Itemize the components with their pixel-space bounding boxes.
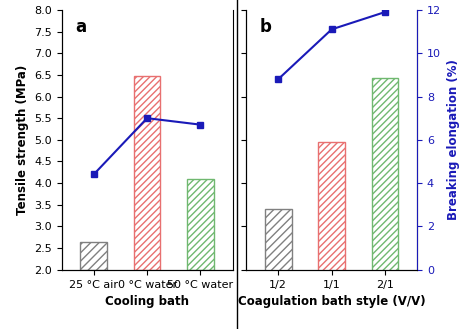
Bar bbox=[187, 179, 214, 270]
Bar bbox=[372, 78, 399, 329]
X-axis label: Coagulation bath style (V/V): Coagulation bath style (V/V) bbox=[238, 295, 426, 308]
Text: a: a bbox=[75, 18, 86, 36]
Y-axis label: Tensile strength (MPa): Tensile strength (MPa) bbox=[16, 65, 28, 215]
Y-axis label: Breaking elongation (%): Breaking elongation (%) bbox=[447, 60, 459, 220]
Bar bbox=[319, 142, 345, 329]
X-axis label: Cooling bath: Cooling bath bbox=[105, 295, 189, 308]
Bar bbox=[134, 76, 160, 270]
Text: b: b bbox=[260, 18, 272, 36]
Bar bbox=[80, 241, 107, 270]
Bar bbox=[265, 209, 292, 329]
